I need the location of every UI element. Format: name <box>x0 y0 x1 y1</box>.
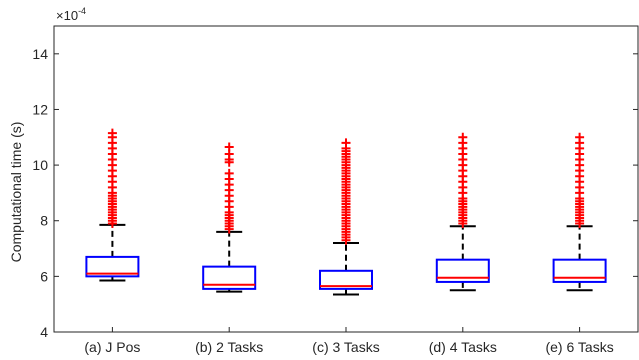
iqr-box <box>435 258 490 283</box>
outlier-point <box>224 142 234 152</box>
x-tick-label: (b) 2 Tasks <box>195 339 263 355</box>
x-tick-label: (a) J Pos <box>84 339 140 355</box>
x-tick-label: (e) 6 Tasks <box>545 339 613 355</box>
y-tick-label: 4 <box>40 324 48 340</box>
y-tick-label: 8 <box>40 213 48 229</box>
y-exponent-power: -4 <box>78 6 86 16</box>
y-exponent-base: ×10 <box>56 8 78 23</box>
outlier-point <box>107 128 117 138</box>
outlier-point <box>458 132 468 142</box>
y-tick-label: 12 <box>32 101 48 117</box>
iqr-box <box>319 269 373 290</box>
y-tick-label: 10 <box>32 157 48 173</box>
y-tick-label: 14 <box>32 46 48 62</box>
y-exponent-label: ×10-4 <box>56 6 86 23</box>
outlier-point <box>224 168 234 178</box>
iqr-box <box>552 258 607 283</box>
x-tick-label: (d) 4 Tasks <box>429 339 497 355</box>
outlier-point <box>341 138 351 148</box>
plot-area: 4 6 8 10 12 14 (a) J Pos (b) 2 Tasks (c) 3 Tasks… <box>32 25 639 355</box>
y-tick-label: 6 <box>40 268 48 284</box>
y-axis-label: Computational time (s) <box>8 122 24 263</box>
x-tick-label: (c) 3 Tasks <box>312 339 379 355</box>
iqr-box <box>202 265 257 290</box>
outlier-point <box>575 132 585 142</box>
iqr-box <box>85 255 140 278</box>
